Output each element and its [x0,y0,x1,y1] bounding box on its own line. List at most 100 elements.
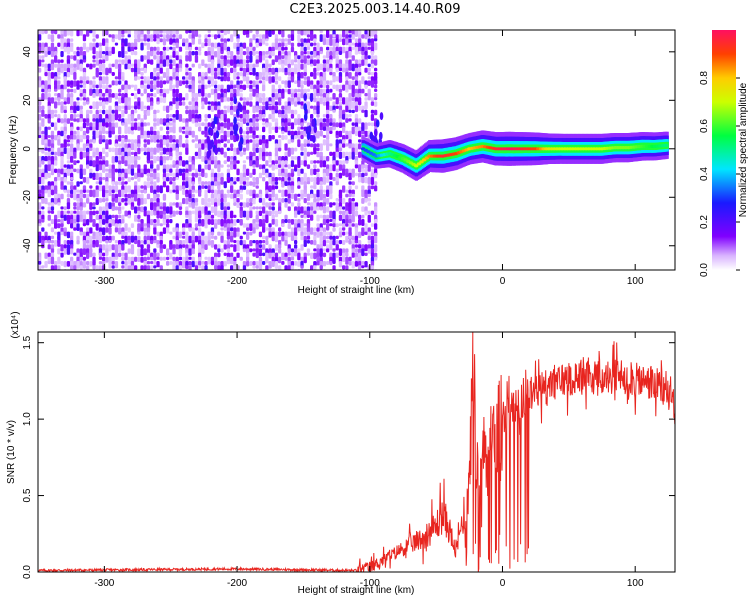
noise-cell [214,223,218,229]
noise-cell [162,80,167,85]
noise-cell [278,76,282,81]
noise-cell [335,67,339,73]
noise-cell [166,156,170,161]
noise-cell [326,30,330,38]
noise-cell [118,97,122,104]
noise-cell [111,219,115,226]
noise-cell [63,261,67,268]
noise-cell [348,219,352,224]
noise-cell [271,219,275,225]
noise-cell [226,193,231,198]
noise-cell [47,139,51,147]
noise-cell [47,189,51,198]
noise-cell [316,130,320,139]
noise-cell [316,151,320,158]
noise-cell [169,46,173,50]
noise-cell [207,114,211,119]
noise-cell [367,164,371,172]
noise-cell [252,240,256,244]
noise-cell [79,84,83,88]
noise-cell [162,181,167,188]
noise-cell [230,227,234,232]
noise-cell [290,59,295,66]
noise-cell [294,210,298,217]
noise-cell [172,46,176,52]
noise-cell [102,198,106,203]
noise-cell [188,185,192,190]
noise-cell [226,214,231,221]
noise-cell [281,55,285,59]
noise-cell [105,55,109,62]
noise-cell [92,51,96,55]
noise-cell [150,168,154,172]
noise-cell [236,219,240,223]
noise-cell [230,101,234,106]
noise-cell [169,55,173,59]
noise-cell [278,46,282,53]
noise-cell [223,42,227,51]
noise-cell [281,223,285,227]
noise-cell [332,42,336,47]
noise-cell [44,252,48,259]
noise-cell [121,122,125,126]
noise-cell [47,97,51,103]
noise-cell [188,30,192,34]
noise-cell [153,93,157,98]
noise-cell [239,51,243,56]
noise-cell [262,143,266,149]
noise-cell [47,240,51,244]
noise-cell [300,193,304,200]
noise-cell [44,114,48,119]
noise-cell [191,97,195,103]
noise-cell [114,240,119,244]
noise-cell [326,84,330,89]
noise-cell [214,235,218,240]
noise-cell [79,181,83,185]
noise-cell [322,231,327,237]
noise-cell [89,248,93,254]
noise-cell [207,55,211,63]
noise-cell [178,206,183,210]
noise-cell [153,109,157,115]
noise-cell [303,46,307,52]
noise-cell [278,139,282,145]
noise-cell [348,189,352,194]
noise-cell [156,67,160,72]
noise-cell [335,240,339,245]
noise-cell [370,63,375,69]
noise-cell [322,177,327,185]
noise-cell [159,248,163,254]
noise-cell [268,227,272,233]
noise-cell [198,248,202,254]
noise-cell [89,143,93,149]
noise-cell [287,72,291,76]
noise-cell [102,244,106,251]
noise-cell [159,265,163,270]
noise-cell [329,193,333,200]
noise-cell [60,109,64,114]
noise-cell [358,101,362,106]
noise-cell [150,105,154,110]
noise-cell [274,193,279,201]
noise-cell [319,97,323,105]
noise-cell [364,198,368,203]
noise-cell [98,231,103,237]
noise-cell [60,38,64,44]
noise-cell [271,46,275,52]
noise-cell [124,235,128,244]
noise-cell [348,177,352,181]
noise-cell [319,130,323,137]
noise-cell [114,34,119,40]
noise-cell [239,118,243,123]
noise-cell [169,114,173,118]
noise-cell [271,114,275,122]
noise-cell [329,210,333,219]
noise-cell [310,105,314,109]
noise-cell [111,244,115,251]
noise-cell [169,105,173,111]
noise-cell [335,46,339,53]
noise-cell [306,59,311,66]
noise-cell [300,135,304,140]
noise-blob [237,102,242,111]
noise-cell [252,72,256,76]
